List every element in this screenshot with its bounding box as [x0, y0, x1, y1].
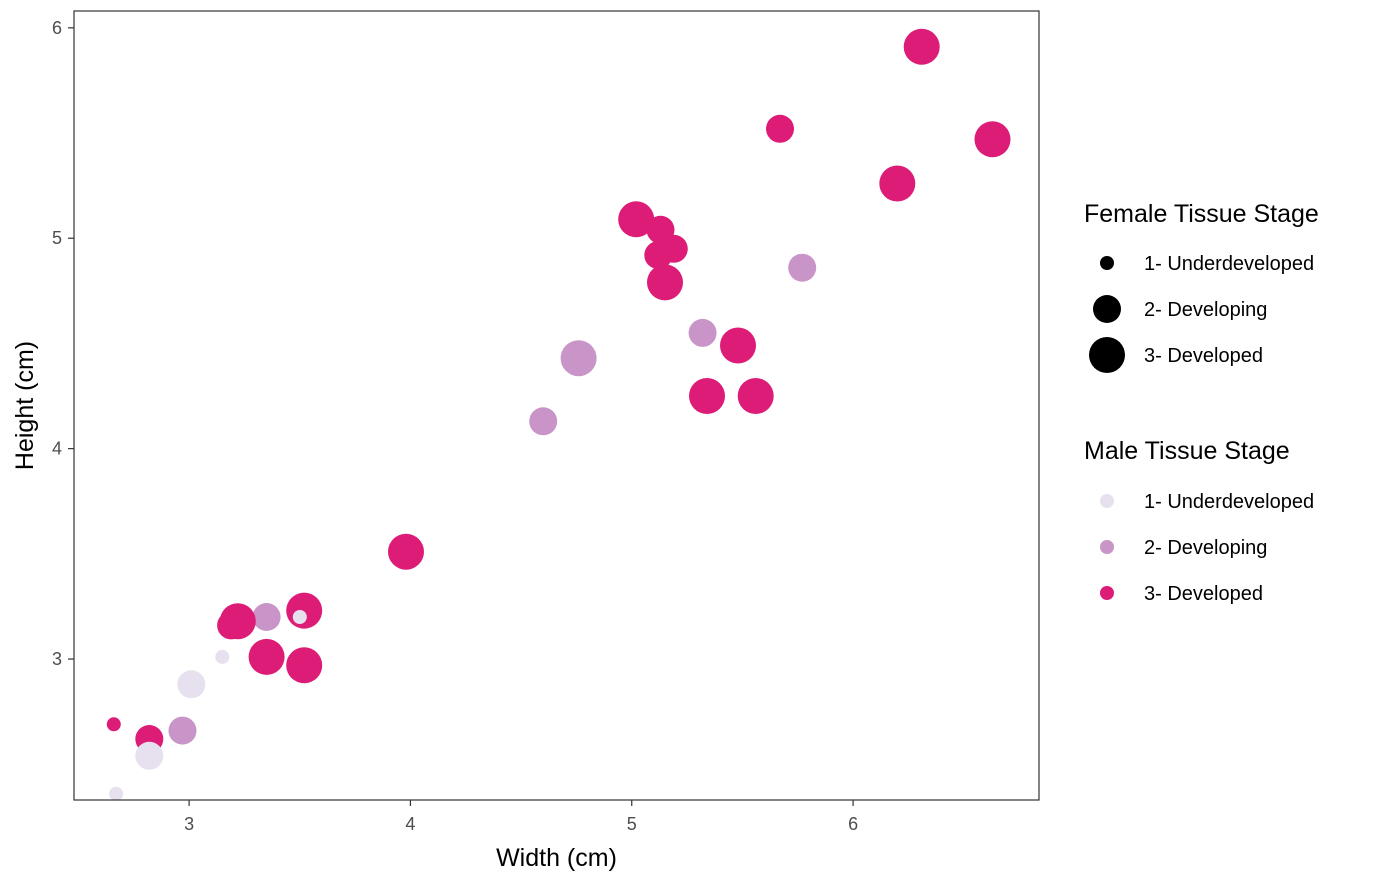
- data-point: [252, 603, 281, 631]
- size-legend: Female Tissue Stage 1- Underdeveloped 2-…: [1084, 200, 1319, 373]
- data-point: [689, 378, 725, 414]
- color-legend-label-1: 1- Underdeveloped: [1144, 491, 1314, 513]
- data-point: [109, 786, 124, 801]
- data-point: [286, 592, 323, 629]
- size-legend-key-3: [1089, 337, 1125, 373]
- data-point: [644, 241, 673, 270]
- data-point: [286, 647, 323, 684]
- data-point: [177, 670, 206, 699]
- x-tick-label: 6: [848, 814, 858, 834]
- y-tick-label: 6: [52, 18, 62, 38]
- color-legend-key-1: [1100, 494, 1114, 508]
- data-point: [529, 407, 558, 436]
- data-point: [217, 611, 246, 640]
- data-point: [168, 716, 197, 745]
- data-point: [720, 327, 756, 364]
- data-point: [388, 533, 424, 570]
- data-point: [788, 253, 817, 282]
- x-tick-label: 4: [405, 814, 415, 834]
- color-legend-title: Male Tissue Stage: [1084, 437, 1290, 465]
- y-axis-title: Height (cm): [11, 341, 39, 470]
- data-point: [292, 610, 307, 624]
- y-tick-label: 5: [52, 228, 62, 248]
- x-axis: 3 4 5 6: [184, 800, 858, 834]
- size-legend-key-1: [1100, 256, 1114, 270]
- data-point: [879, 165, 916, 202]
- size-legend-label-3: 3- Developed: [1144, 345, 1263, 367]
- size-legend-title: Female Tissue Stage: [1084, 200, 1319, 228]
- data-points: [106, 28, 1011, 801]
- data-point: [688, 318, 717, 347]
- color-legend-label-3: 3- Developed: [1144, 583, 1263, 605]
- color-legend: Male Tissue Stage 1- Underdeveloped 2- D…: [1084, 437, 1314, 605]
- data-point: [903, 28, 940, 65]
- data-point: [106, 717, 121, 732]
- size-legend-label-1: 1- Underdeveloped: [1144, 253, 1314, 275]
- y-tick-label: 3: [52, 649, 62, 669]
- y-tick-label: 4: [52, 439, 62, 459]
- data-point: [618, 201, 655, 238]
- y-axis: 3 4 5 6: [52, 18, 74, 669]
- data-point: [974, 121, 1011, 158]
- color-legend-label-2: 2- Developing: [1144, 537, 1267, 559]
- data-point: [737, 378, 774, 414]
- data-point: [135, 741, 164, 770]
- data-point: [560, 340, 597, 377]
- data-point: [215, 649, 230, 664]
- x-tick-label: 3: [184, 814, 194, 834]
- size-legend-label-2: 2- Developing: [1144, 299, 1267, 321]
- color-legend-key-2: [1100, 540, 1114, 554]
- plot-background: [74, 11, 1039, 800]
- size-legend-key-2: [1093, 295, 1121, 323]
- data-point: [766, 114, 794, 143]
- data-point: [647, 264, 683, 301]
- x-axis-title: Width (cm): [496, 844, 617, 872]
- color-legend-key-3: [1100, 586, 1114, 600]
- plot-panel-border: [73, 10, 1040, 801]
- data-point: [248, 638, 285, 675]
- x-tick-label: 5: [627, 814, 637, 834]
